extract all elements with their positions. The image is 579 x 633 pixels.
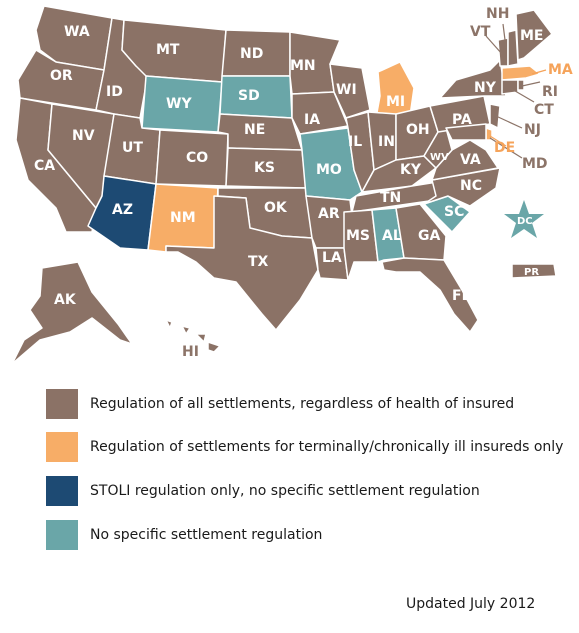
legend-label: Regulation of settlements for terminally… (90, 439, 564, 455)
label-nc: NC (460, 178, 482, 194)
label-ne: NE (244, 122, 265, 138)
legend-label: No specific settlement regulation (90, 527, 323, 543)
label-tx: TX (248, 254, 269, 270)
state-ga (395, 203, 447, 261)
label-nm: NM (170, 210, 196, 226)
label-or: OR (50, 68, 73, 84)
label-va: VA (460, 152, 481, 168)
label-nv: NV (72, 128, 95, 144)
label-al: AL (382, 228, 402, 244)
state-wv (423, 127, 453, 169)
legend-item-all-settlements: Regulation of all settlements, regardles… (46, 388, 514, 420)
state-hi (165, 319, 221, 353)
label-fl: FL (452, 288, 471, 304)
state-ak (11, 261, 133, 365)
label-id: ID (106, 84, 123, 100)
label-in: IN (378, 134, 395, 150)
label-pr: PR (524, 267, 539, 278)
label-ar: AR (318, 206, 340, 222)
label-nh: NH (486, 6, 509, 22)
label-mi: MI (386, 94, 405, 110)
label-wv: WV (430, 152, 449, 163)
label-sc: SC (444, 204, 464, 220)
label-pa: PA (452, 112, 472, 128)
state-nj (489, 103, 501, 129)
state-al (371, 207, 405, 263)
state-me (515, 9, 553, 61)
legend-swatch (46, 432, 78, 462)
state-md (445, 123, 487, 141)
state-fl (381, 257, 479, 333)
updated-date: Updated July 2012 (406, 596, 536, 612)
label-ut: UT (122, 140, 143, 156)
label-sd: SD (238, 88, 260, 104)
label-ny: NY (474, 80, 497, 96)
label-nj: NJ (524, 122, 541, 138)
legend-item-stoli-only: STOLI regulation only, no specific settl… (46, 475, 480, 507)
label-dc: DC (517, 216, 533, 227)
label-hi: HI (182, 344, 199, 360)
state-la (315, 247, 349, 281)
label-az: AZ (112, 202, 133, 218)
label-wa: WA (64, 24, 90, 40)
state-tx (165, 195, 319, 331)
label-oh: OH (406, 122, 430, 138)
label-ak: AK (54, 292, 77, 308)
label-co: CO (186, 150, 208, 166)
label-ky: KY (400, 162, 422, 178)
label-me: ME (520, 28, 544, 44)
label-ks: KS (254, 160, 275, 176)
us-map: WA OR CA NV ID MT WY UT AZ CO NM ND SD N… (11, 5, 573, 365)
state-ia (291, 91, 349, 135)
legend-item-no-regulation: No specific settlement regulation (46, 519, 322, 551)
label-ms: MS (346, 228, 370, 244)
label-nd: ND (240, 46, 263, 62)
legend-label: Regulation of all settlements, regardles… (90, 396, 515, 412)
state-ny (439, 59, 507, 99)
label-ok: OK (264, 200, 288, 216)
label-il: IL (348, 134, 362, 150)
label-md: MD (522, 156, 548, 172)
dc-star (504, 200, 544, 238)
state-nc (423, 167, 501, 207)
state-ma (501, 65, 541, 81)
label-tn: TN (380, 190, 401, 206)
label-ct: CT (534, 102, 554, 118)
label-ca: CA (34, 158, 55, 174)
label-mn: MN (290, 58, 316, 74)
label-vt: VT (470, 24, 491, 40)
legend-swatch (46, 476, 78, 506)
label-mt: MT (156, 42, 180, 58)
state-ri (517, 79, 525, 91)
legend-swatch (46, 520, 78, 550)
label-wi: WI (336, 82, 357, 98)
label-ri: RI (542, 84, 558, 100)
legend-swatch (46, 389, 78, 419)
label-ma: MA (548, 62, 573, 78)
label-la: LA (322, 250, 342, 266)
label-mo: MO (316, 162, 342, 178)
label-ga: GA (418, 228, 440, 244)
label-ia: IA (304, 112, 320, 128)
legend-item-terminally-ill: Regulation of settlements for terminally… (46, 431, 563, 463)
label-de: DE (494, 140, 515, 156)
territory-pr (511, 263, 557, 279)
legend-label: STOLI regulation only, no specific settl… (90, 483, 480, 499)
state-nh (507, 29, 519, 67)
label-wy: WY (166, 96, 192, 112)
